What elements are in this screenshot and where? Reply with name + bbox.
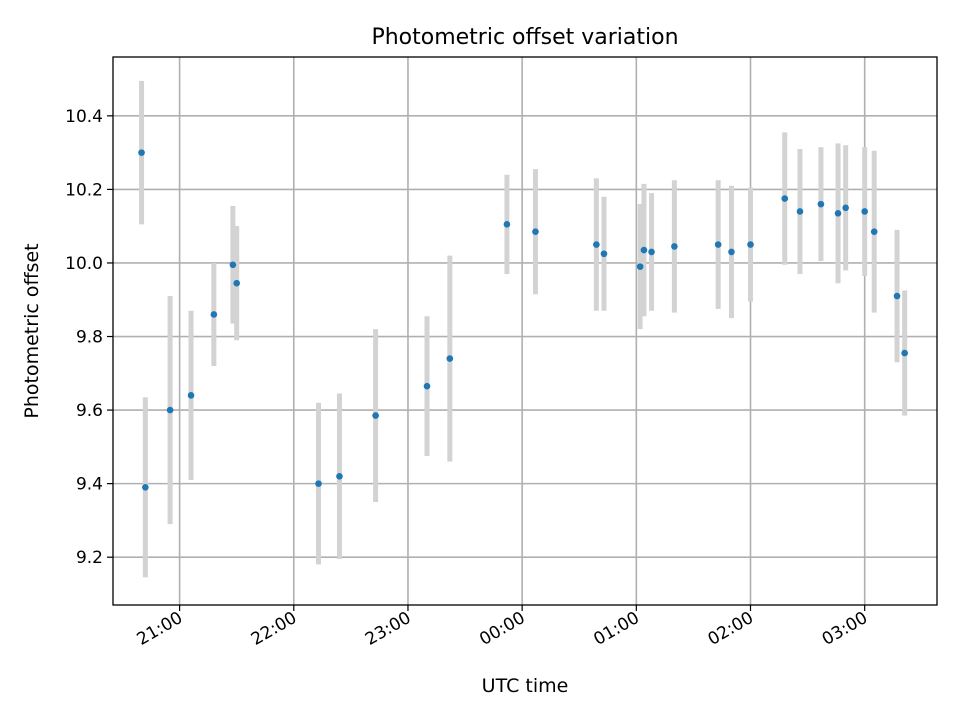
data-point	[893, 292, 901, 300]
data-point	[870, 228, 878, 235]
data-point	[423, 382, 431, 390]
data-point	[233, 279, 240, 287]
data-point	[714, 241, 722, 248]
data-point	[593, 241, 600, 248]
data-point	[901, 349, 908, 357]
chart-title: Photometric offset variation	[371, 25, 678, 50]
data-point	[210, 311, 218, 318]
data-point	[648, 248, 655, 256]
x-axis-label: UTC time	[482, 675, 569, 697]
data-point	[166, 406, 174, 414]
data-points	[138, 149, 908, 491]
x-tick-label: 23:00	[362, 608, 414, 650]
data-point	[861, 208, 868, 215]
data-point	[796, 208, 804, 215]
y-tick-label: 9.2	[76, 548, 103, 568]
data-point	[315, 480, 322, 487]
data-point	[446, 355, 454, 362]
data-point	[817, 200, 825, 208]
x-tick-label: 02:00	[705, 608, 757, 650]
data-point	[187, 392, 195, 399]
plot-frame	[112, 56, 938, 606]
data-point	[747, 241, 754, 248]
y-tick-label: 9.4	[76, 475, 103, 495]
grid	[113, 57, 937, 605]
data-point	[138, 149, 145, 156]
x-tick-label: 21:00	[134, 608, 186, 650]
x-tick-label: 01:00	[590, 608, 642, 650]
x-tick-label: 22:00	[248, 608, 300, 650]
data-point	[600, 250, 608, 258]
error-bars	[139, 80, 908, 578]
y-tick-label: 10.2	[65, 180, 103, 200]
data-point	[532, 228, 539, 235]
data-point	[671, 243, 678, 250]
data-point	[640, 246, 648, 254]
data-point	[842, 204, 849, 212]
data-point	[229, 261, 237, 269]
y-tick-label: 9.6	[76, 401, 103, 421]
x-tick-label: 00:00	[476, 608, 528, 650]
y-tick-label: 10.4	[65, 107, 103, 127]
data-point	[503, 221, 511, 228]
y-axis-label: Photometric offset	[21, 243, 43, 418]
y-tick-label: 10.0	[65, 254, 103, 274]
data-point	[336, 472, 343, 480]
y-tick-label: 9.8	[76, 328, 103, 348]
data-point	[142, 484, 149, 491]
data-point	[834, 210, 842, 217]
x-tick-label: 03:00	[819, 608, 871, 650]
data-point	[636, 263, 644, 270]
data-point	[728, 248, 735, 256]
data-point	[781, 195, 789, 202]
data-point	[372, 412, 379, 419]
